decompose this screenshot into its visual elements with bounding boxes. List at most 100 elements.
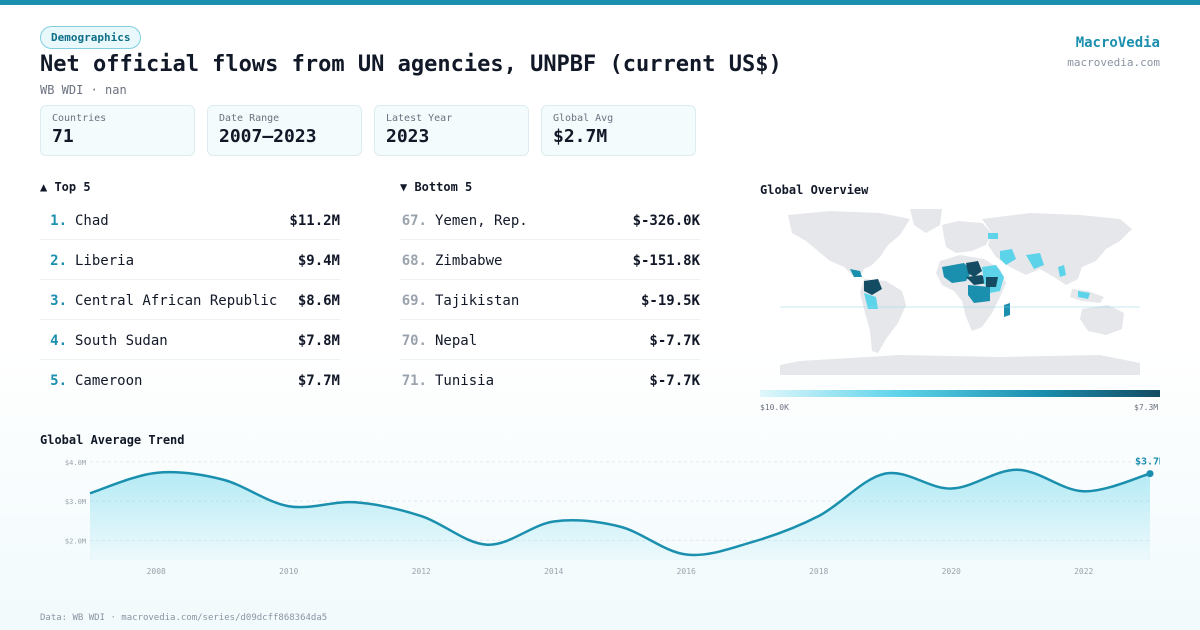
bottom5-heading: ▼ Bottom 5 — [400, 180, 473, 194]
footer-source: Data: WB WDI · macrovedia.com/series/d09… — [40, 613, 328, 623]
stat-value: $2.7M — [553, 126, 608, 147]
country-name: Zimbabwe — [435, 252, 503, 269]
rank-number: 3. — [50, 292, 67, 309]
list-item[interactable]: 4. South Sudan $7.8M — [40, 320, 340, 360]
trend-chart[interactable]: $2.0M $3.0M $4.0M 2008 2010 2012 2014 2016 2018 2… — [40, 448, 1160, 583]
stats-row: Countries 71 Date Range 2007–2023 Latest… — [40, 105, 696, 156]
list-item[interactable]: 3. Central African Republic $8.6M — [40, 280, 340, 320]
stat-card-global-avg: Global Avg $2.7M — [541, 105, 696, 156]
list-item[interactable]: 1. Chad $11.2M — [40, 200, 340, 240]
country-name: Tunisia — [435, 373, 495, 389]
stat-label: Date Range — [219, 113, 280, 124]
country-name: Nepal — [435, 332, 478, 349]
list-item[interactable]: 70. Nepal $-7.7K — [400, 320, 700, 360]
top5-list: ▲ Top 5 1. Chad $11.2M 2. Liberia $9.4M … — [40, 180, 340, 400]
map-land — [780, 209, 1140, 375]
list-item[interactable]: 5. Cameroon $7.7M — [40, 360, 340, 400]
x-tick-label: 2018 — [809, 567, 828, 576]
trend-title: Global Average Trend — [40, 433, 185, 447]
x-tick-label: 2012 — [412, 567, 431, 576]
country-name: Central African Republic — [75, 292, 278, 309]
list-item[interactable]: 71. Tunisia $-7.7K — [400, 360, 700, 400]
region-car — [966, 275, 988, 285]
stat-card-date-range: Date Range 2007–2023 — [207, 105, 362, 156]
country-name: South Sudan — [75, 332, 168, 349]
country-value: $-326.0K — [632, 212, 700, 229]
y-tick-label: $3.0M — [65, 498, 86, 506]
map-legend-max: $7.3M — [1134, 403, 1159, 412]
rank-number: 67. — [401, 212, 427, 229]
top5-heading: ▲ Top 5 — [40, 180, 91, 194]
country-name: Liberia — [75, 252, 135, 269]
country-value: $-19.5K — [640, 292, 700, 309]
stat-label: Global Avg — [553, 113, 614, 124]
region-indonesia — [1078, 291, 1090, 299]
stat-value: 2023 — [386, 126, 430, 147]
map-title: Global Overview — [760, 183, 869, 197]
rank-number: 70. — [401, 332, 427, 349]
list-item[interactable]: 69. Tajikistan $-19.5K — [400, 280, 700, 320]
trend-area — [90, 469, 1150, 560]
region-myanmar — [1058, 265, 1066, 277]
region-west-africa — [942, 263, 972, 283]
region-chad — [966, 261, 982, 277]
country-value: $-151.8K — [632, 252, 700, 269]
stat-card-latest-year: Latest Year 2023 — [374, 105, 529, 156]
region-central-africa — [968, 285, 990, 303]
list-item[interactable]: 68. Zimbabwe $-151.8K — [400, 240, 700, 280]
rank-number: 68. — [401, 252, 427, 269]
list-item[interactable]: 2. Liberia $9.4M — [40, 240, 340, 280]
rank-number: 69. — [401, 292, 427, 309]
country-value: $11.2M — [289, 212, 340, 229]
country-name: Yemen, Rep. — [435, 212, 528, 229]
map-legend-bar — [760, 390, 1160, 397]
stat-label: Latest Year — [386, 113, 453, 124]
x-tick-label: 2016 — [677, 567, 696, 576]
stat-value: 2007–2023 — [219, 126, 317, 147]
region-central-america — [850, 269, 862, 277]
region-peru — [864, 293, 878, 309]
region-south-asia — [1026, 253, 1044, 269]
rank-number: 1. — [50, 212, 67, 229]
trend-axis-labels: $2.0M $3.0M $4.0M 2008 2010 2012 2014 2016 2018 2… — [65, 459, 1094, 576]
map-highlighted-countries — [850, 233, 1090, 317]
landmass-greenland — [910, 209, 942, 233]
brand: MacroVedia macrovedia.com — [1067, 35, 1160, 69]
x-tick-label: 2014 — [544, 567, 563, 576]
rank-number: 5. — [50, 373, 67, 389]
category-badge[interactable]: Demographics — [40, 26, 142, 49]
page-title: Net official flows from UN agencies, UNP… — [40, 52, 782, 77]
country-value: $8.6M — [297, 292, 340, 309]
page-subtitle: WB WDI · nan — [40, 83, 127, 97]
rank-number: 4. — [50, 332, 67, 349]
x-tick-label: 2022 — [1074, 567, 1093, 576]
country-value: $-7.7K — [649, 332, 700, 349]
trend-line — [89, 468, 1151, 557]
region-madagascar — [1004, 303, 1010, 317]
x-tick-label: 2008 — [147, 567, 166, 576]
rank-number: 71. — [401, 373, 427, 389]
y-tick-label: $2.0M — [65, 537, 86, 545]
stat-label: Countries — [52, 113, 107, 124]
country-name: Tajikistan — [435, 292, 520, 309]
brand-url[interactable]: macrovedia.com — [1067, 56, 1160, 69]
world-choropleth-map[interactable] — [760, 205, 1160, 380]
country-value: $9.4M — [297, 252, 340, 269]
list-item[interactable]: 67. Yemen, Rep. $-326.0K — [400, 200, 700, 240]
region-colombia — [864, 279, 882, 295]
landmass-asia — [982, 213, 1132, 285]
region-ukraine — [988, 233, 998, 239]
bottom5-list: ▼ Bottom 5 67. Yemen, Rep. $-326.0K 68. … — [400, 180, 700, 400]
country-value: $-7.7K — [649, 373, 700, 389]
landmass-antarctica — [780, 355, 1140, 375]
y-tick-label: $4.0M — [65, 459, 86, 467]
stat-card-countries: Countries 71 — [40, 105, 195, 156]
landmass-north-america — [788, 211, 910, 277]
map-legend-min: $10.0K — [760, 403, 789, 412]
country-name: Chad — [75, 212, 109, 229]
landmass-australia — [1080, 305, 1124, 335]
landmass-europe — [942, 221, 992, 253]
top-accent-bar — [0, 0, 1200, 5]
brand-name[interactable]: MacroVedia — [1075, 35, 1160, 51]
trend-last-point[interactable] — [1146, 470, 1154, 478]
